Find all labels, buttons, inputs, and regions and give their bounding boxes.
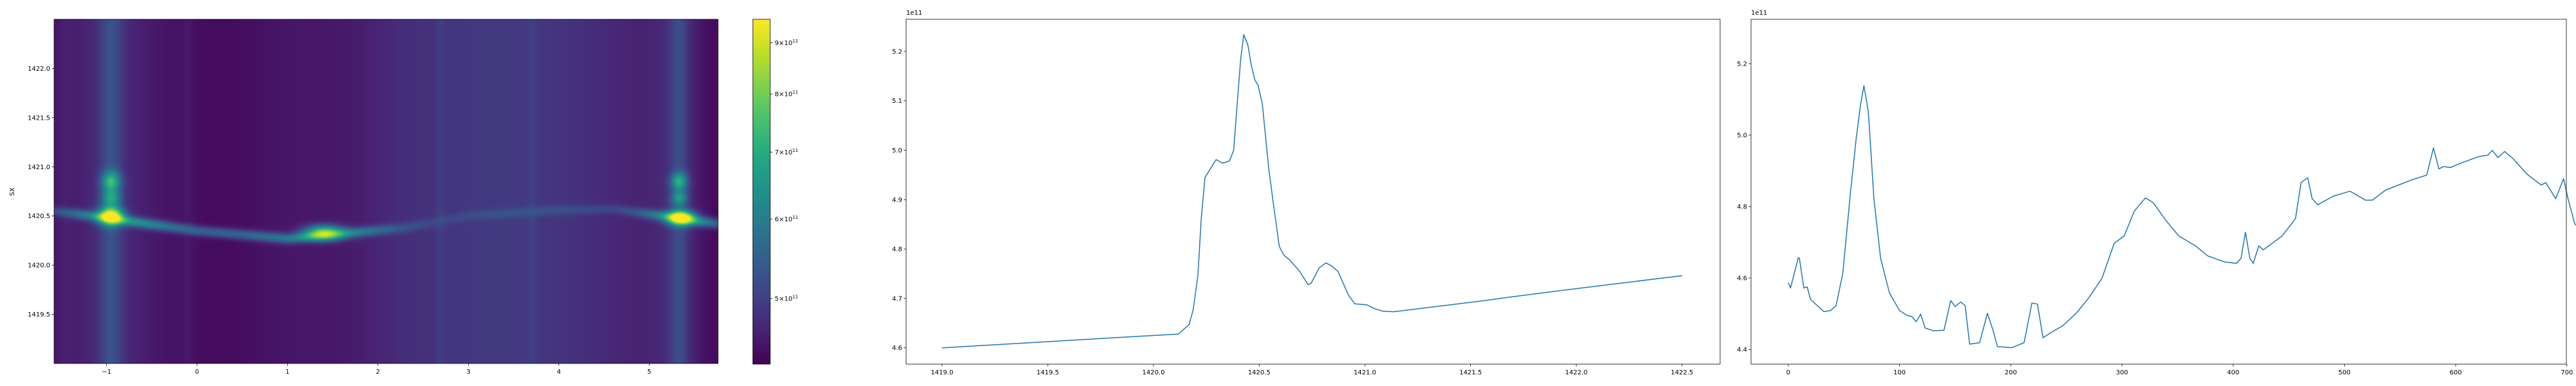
x-tick-label: 600 <box>2450 369 2462 376</box>
heatmap-ylabel: SX <box>9 187 16 196</box>
profile-offset-label: 1e11 <box>1751 10 1767 17</box>
x-tick-label: 300 <box>2116 369 2128 376</box>
y-tick-label: 1420.5 <box>28 213 50 220</box>
x-tick-label: 500 <box>2338 369 2351 376</box>
heatmap-axes: −1 0 1 2 3 4 5 1419.5 1420.0 1420.5 1421.0 1421.5 14… <box>28 19 719 376</box>
x-tick-label: 400 <box>2227 369 2239 376</box>
y-tick-label: 5.1 <box>892 98 902 105</box>
data-line <box>942 34 1682 349</box>
colorbar-tick-label: 6×1011 <box>775 215 798 223</box>
x-tick-label: 0 <box>1786 369 1790 376</box>
y-tick-label: 4.4 <box>1737 347 1747 354</box>
y-tick-label: 5.2 <box>892 48 902 55</box>
x-tick-label: 100 <box>1893 369 1906 376</box>
y-tick-label: 1422.0 <box>28 66 50 73</box>
x-tick-label: 1 <box>285 369 289 376</box>
y-tick-label: 4.7 <box>892 295 902 302</box>
x-tick-label: 2 <box>376 369 380 376</box>
x-tick-label: 5 <box>647 369 651 376</box>
colorbar-tick-label: 9×1011 <box>775 39 798 47</box>
colorbar-frame <box>752 19 771 365</box>
x-tick-label: 4 <box>557 369 561 376</box>
y-tick-label: 4.9 <box>892 197 902 204</box>
x-tick-label: 1421.5 <box>1459 369 1482 376</box>
x-tick-label: 1420.5 <box>1248 369 1271 376</box>
x-tick-label: 200 <box>2005 369 2017 376</box>
y-tick-label: 1421.5 <box>28 115 50 122</box>
x-tick-label: 1422.5 <box>1671 369 1693 376</box>
x-tick-label: 1420.0 <box>1142 369 1165 376</box>
y-tick-label: 4.8 <box>1737 204 1747 211</box>
y-tick-label: 4.6 <box>892 345 902 352</box>
y-tick-label: 1419.5 <box>28 311 50 318</box>
x-tick-label: 3 <box>466 369 470 376</box>
colorbar-tick-label: 5×1011 <box>775 295 798 303</box>
spectrum-plot-axes: 1419.0 1419.5 1420.0 1420.5 1421.0 1421.5 1422… <box>892 19 1721 376</box>
x-tick-label: 1419.5 <box>1036 369 1059 376</box>
colorbar-tick-label: 7×1011 <box>775 148 798 156</box>
colorbar-gradient <box>753 19 770 364</box>
y-tick-label: 5.0 <box>1737 132 1747 139</box>
x-tick-label: 700 <box>2561 369 2573 376</box>
x-tick-label: 0 <box>195 369 199 376</box>
y-tick-label: 5.0 <box>892 147 902 154</box>
y-tick-label: 4.6 <box>1737 275 1747 282</box>
colorbar-tick-label: 8×1011 <box>775 90 798 98</box>
heatmap-image <box>54 19 718 363</box>
x-tick-label: 1421.0 <box>1354 369 1376 376</box>
y-tick-label: 5.2 <box>1737 60 1747 68</box>
y-tick-label: 1421.0 <box>28 164 50 171</box>
x-tick-label: 1419.0 <box>931 369 953 376</box>
y-tick-label: 1420.0 <box>28 262 50 270</box>
axes-frame <box>53 19 719 364</box>
colorbar-axes: 5×1011 6×1011 7×1011 8×1011 9×1011 <box>752 19 798 365</box>
axes-frame <box>905 19 1721 365</box>
data-line <box>1788 85 2576 349</box>
x-tick-label: −1 <box>102 369 111 376</box>
y-tick-label: 4.8 <box>892 246 902 253</box>
x-tick-label: 1422.0 <box>1565 369 1587 376</box>
spectrum-offset-label: 1e11 <box>906 10 922 17</box>
axes-frame <box>1750 19 2567 365</box>
profile-plot-axes: 01002003004005006007008004.44.64.85.05.2 <box>1737 19 2576 376</box>
